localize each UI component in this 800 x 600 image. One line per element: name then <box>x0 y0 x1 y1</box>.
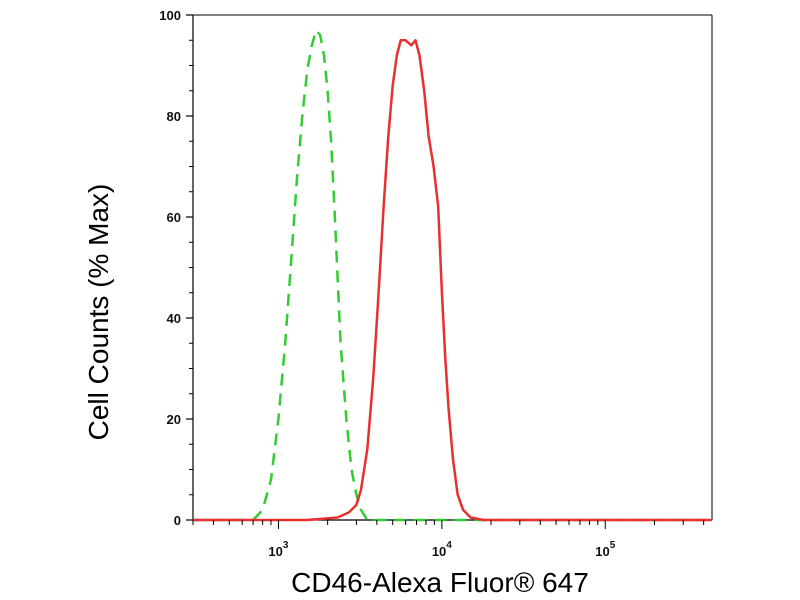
y-tick-label: 100 <box>159 8 181 23</box>
y-tick-label: 20 <box>167 412 181 427</box>
y-tick-label: 0 <box>174 513 181 528</box>
x-axis-title: CD46-Alexa Fluor® 647 <box>291 567 589 598</box>
x-tick-label: 103 <box>268 540 288 559</box>
y-axis-title: Cell Counts (% Max) <box>83 184 114 441</box>
x-tick-label: 104 <box>432 540 452 559</box>
x-tick-label: 105 <box>595 540 615 559</box>
y-tick-label: 40 <box>167 311 181 326</box>
cd46-sample-curve <box>193 39 712 522</box>
y-tick-label: 80 <box>167 109 181 124</box>
y-tick-label: 60 <box>167 210 181 225</box>
